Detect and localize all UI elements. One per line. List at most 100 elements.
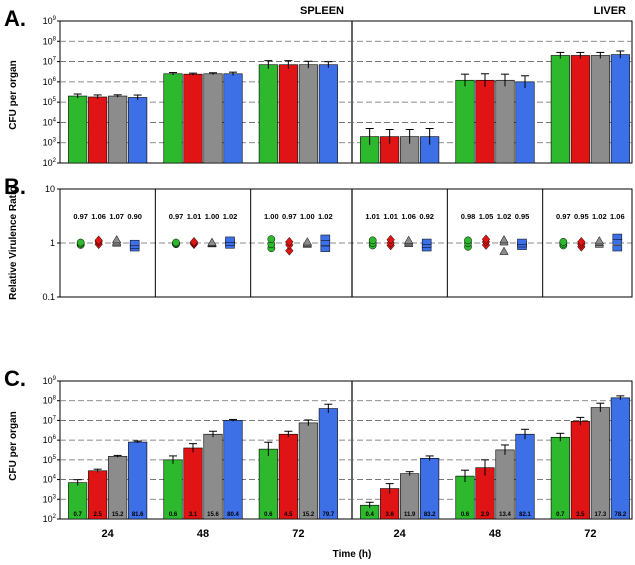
bar-label-c-liver-24-3: 83.2 [424,512,436,518]
ratio-point-spleen-72-0-2 [267,235,276,243]
x-tick-label-liver-48: 48 [489,528,501,540]
bar-label-c-liver-24-1: 3.6 [385,512,394,518]
bar-a-spleen-48-0 [163,73,183,164]
bar-label-c-spleen-72-2: 15.2 [302,512,314,518]
bar-label-c-liver-72-3: 78.2 [614,512,626,518]
ratio-point-liver-24-0-2 [368,236,377,245]
bar-c-spleen-24-2 [108,456,128,520]
panel-label-b: B. [4,174,26,199]
ratio-point-liver-48-3-2 [517,238,527,245]
y-tick-label-a-7: 109 [43,16,57,26]
bar-label-c-spleen-72-3: 79.7 [322,512,334,518]
ratio-point-spleen-48-0-2 [172,238,180,247]
y-tick-label-b-2: 10 [45,184,55,194]
ratio-label-spleen-48-2: 1.00 [205,212,220,221]
ratio-point-spleen-72-3-2 [320,234,331,241]
bar-label-c-liver-48-3: 82.1 [519,512,531,518]
y-tick-label-c-3: 105 [43,455,57,465]
bar-label-c-liver-48-2: 13.4 [499,512,511,518]
ratio-label-spleen-48-3: 1.02 [223,212,238,221]
bar-c-liver-24-3 [420,457,440,520]
bar-a-liver-48-0 [455,79,475,164]
plot-frame-a [59,20,633,164]
bar-c-liver-72-1 [570,421,590,520]
bar-a-spleen-72-1 [278,64,298,164]
ratio-point-spleen-48-1-2 [189,236,199,247]
bar-a-spleen-24-1 [88,96,108,164]
y-tick-label-c-5: 107 [43,415,57,425]
y-tick-label-c-0: 102 [43,514,57,524]
y-tick-label-c-4: 106 [43,435,57,445]
panel-label-a: A. [4,6,26,31]
bar-a-liver-48-1 [475,79,495,164]
ratio-label-liver-24-1: 1.01 [383,212,398,221]
y-tick-label-c-7: 109 [43,376,57,386]
ratio-point-liver-24-3-2 [421,238,432,245]
y-tick-label-b-1: 1 [50,238,55,248]
bar-c-spleen-24-3 [128,441,148,520]
ratio-label-spleen-24-0: 0.97 [73,212,88,221]
bar-c-spleen-72-0 [258,448,278,520]
ratio-point-liver-72-0-2 [559,238,568,246]
ratio-point-spleen-24-1-2 [94,235,103,246]
bar-label-c-liver-72-1: 3.5 [576,512,585,518]
bar-a-spleen-72-2 [298,64,318,164]
y-tick-label-a-3: 105 [43,97,57,107]
y-tick-label-a-0: 102 [43,158,57,168]
ratio-point-spleen-24-3-2 [129,239,140,247]
ratio-point-spleen-48-2-2 [207,237,217,246]
y-tick-label-a-5: 107 [43,57,57,67]
bar-label-c-spleen-48-1: 3.1 [189,512,198,518]
plot-frame-c [59,380,633,520]
bar-a-liver-72-2 [590,55,610,164]
bar-c-spleen-48-3 [223,420,243,520]
ratio-label-spleen-24-1: 1.06 [91,212,106,221]
ratio-label-liver-72-2: 1.02 [592,212,607,221]
bar-label-c-liver-72-2: 17.3 [594,512,606,518]
bar-label-c-liver-48-1: 2.9 [481,512,490,518]
ratio-point-liver-48-2-0 [499,246,509,255]
bar-label-c-liver-24-0: 0.4 [365,512,374,518]
bar-label-c-spleen-48-2: 15.6 [207,512,219,518]
ratio-point-liver-24-1-2 [386,234,395,245]
ratio-point-liver-72-1-2 [577,236,586,247]
bar-label-c-spleen-72-1: 4.5 [284,512,293,518]
bar-c-spleen-48-1 [183,447,203,520]
bar-c-spleen-48-2 [203,433,223,520]
ratio-point-spleen-72-1-0 [285,245,294,256]
ratio-point-liver-24-2-2 [404,235,414,244]
bar-c-spleen-72-1 [278,433,298,520]
y-tick-label-a-4: 106 [43,77,57,87]
bar-label-c-spleen-24-1: 2.5 [93,512,102,518]
ratio-point-liver-48-2-2 [499,235,509,244]
bar-label-c-spleen-48-0: 0.6 [169,512,178,518]
ratio-label-liver-48-2: 1.02 [497,212,512,221]
bar-label-c-spleen-24-2: 15.2 [112,512,124,518]
ratio-point-spleen-72-3-0 [320,245,331,252]
y-tick-label-a-6: 108 [43,36,57,46]
bar-c-liver-48-2 [495,449,515,520]
ratio-label-liver-48-3: 0.95 [515,212,530,221]
organ-label-liver: LIVER [594,5,626,17]
bar-a-spleen-24-3 [128,97,148,164]
ratio-point-liver-48-1-2 [481,234,491,245]
y-tick-label-a-2: 104 [43,117,57,127]
x-tick-label-liver-72: 72 [584,528,596,540]
bar-c-spleen-48-0 [163,459,183,520]
ratio-point-liver-72-3-0 [612,245,623,252]
bar-a-liver-72-3 [610,54,630,164]
x-tick-label-spleen-72: 72 [292,528,304,540]
x-tick-label-spleen-24: 24 [102,528,115,540]
bar-label-c-liver-48-0: 0.6 [461,512,470,518]
bar-c-spleen-72-3 [318,408,338,520]
ratio-label-spleen-72-2: 1.00 [300,212,315,221]
ratio-label-spleen-72-3: 1.02 [318,212,333,221]
y-axis-label-c: CFU per organ [8,411,19,480]
bar-c-spleen-72-2 [298,422,318,520]
ratio-label-liver-72-3: 1.06 [610,212,625,221]
ratio-label-spleen-72-1: 0.97 [282,212,297,221]
bar-c-liver-72-3 [610,397,630,520]
y-tick-label-a-1: 103 [43,138,57,148]
y-tick-label-c-2: 104 [43,475,57,485]
